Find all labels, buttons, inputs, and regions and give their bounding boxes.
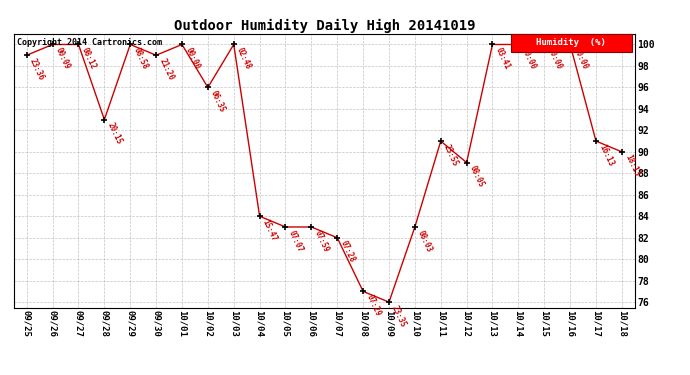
Text: 00:09: 00:09: [54, 46, 72, 71]
Title: Outdoor Humidity Daily High 20141019: Outdoor Humidity Daily High 20141019: [174, 18, 475, 33]
Text: 00:00: 00:00: [546, 46, 564, 71]
Text: 00:00: 00:00: [520, 46, 538, 71]
Text: 07:28: 07:28: [339, 239, 357, 264]
Text: 20:15: 20:15: [106, 121, 124, 146]
Text: 00:00: 00:00: [571, 46, 589, 71]
Text: Humidity  (%): Humidity (%): [536, 38, 606, 47]
Text: 23:55: 23:55: [442, 143, 460, 168]
Text: 08:58: 08:58: [132, 46, 150, 71]
Text: 16:13: 16:13: [598, 143, 615, 168]
Text: 00:00: 00:00: [184, 46, 201, 71]
Text: 08:05: 08:05: [468, 164, 486, 189]
Text: 21:20: 21:20: [157, 57, 175, 82]
Text: 15:47: 15:47: [261, 218, 279, 243]
Text: 23:35: 23:35: [391, 304, 408, 328]
Text: 08:12: 08:12: [80, 46, 98, 71]
Text: 07:07: 07:07: [287, 229, 305, 254]
Text: 03:41: 03:41: [494, 46, 512, 71]
Text: 23:36: 23:36: [28, 57, 46, 82]
Text: 18:13: 18:13: [623, 153, 641, 178]
FancyBboxPatch shape: [511, 34, 632, 51]
Text: Copyright 2014 Cartronics.com: Copyright 2014 Cartronics.com: [17, 38, 162, 47]
Text: 02:48: 02:48: [235, 46, 253, 71]
Text: 07:59: 07:59: [313, 229, 331, 254]
Text: 08:03: 08:03: [416, 229, 434, 254]
Text: 07:29: 07:29: [364, 293, 382, 318]
Text: 06:35: 06:35: [209, 89, 227, 114]
